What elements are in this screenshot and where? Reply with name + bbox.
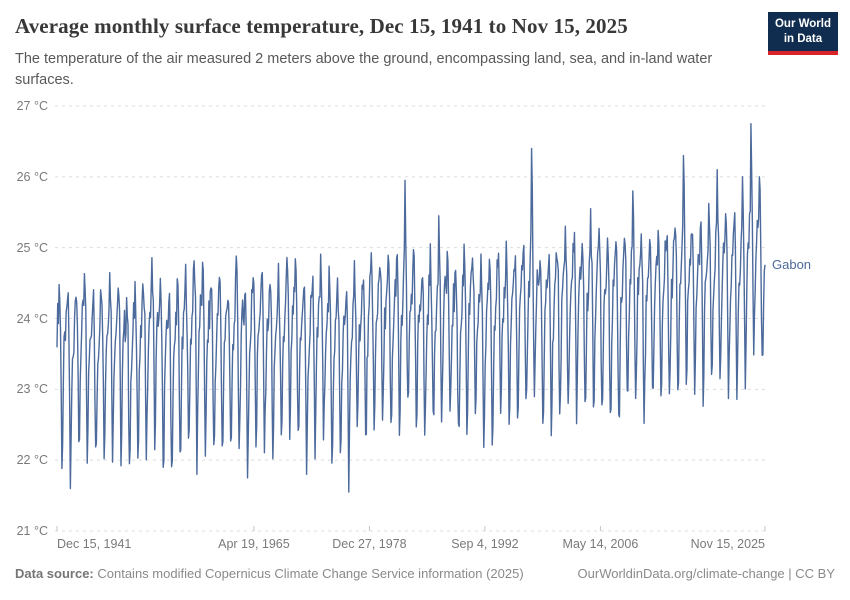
y-tick-label: 27 °C [16, 99, 48, 113]
credit-link[interactable]: OurWorldinData.org/climate-change | CC B… [577, 566, 835, 581]
data-source-label: Data source: [15, 566, 94, 581]
x-tick-label: Nov 15, 2025 [690, 537, 765, 551]
x-tick-label: Dec 27, 1978 [332, 537, 407, 551]
chart-subtitle: The temperature of the air measured 2 me… [15, 51, 713, 88]
page-title: Average monthly surface temperature, Dec… [15, 14, 628, 38]
x-tick-label: Dec 15, 1941 [57, 537, 132, 551]
y-tick-label: 21 °C [16, 524, 48, 538]
data-source-note: Data source: Contains modified Copernicu… [15, 566, 524, 581]
entity-label-gabon[interactable]: Gabon [772, 257, 812, 273]
y-tick-label: 25 °C [16, 240, 48, 255]
chart-footer: Data source: Contains modified Copernicu… [15, 566, 835, 581]
y-tick-label: 24 °C [16, 311, 48, 326]
x-tick-label: Apr 19, 1965 [218, 537, 290, 551]
x-axis-tick-marks [56, 526, 766, 531]
owid-logo-line2: in Data [783, 32, 823, 45]
y-tick-label: 26 °C [16, 169, 48, 184]
x-tick-label: Sep 4, 1992 [451, 537, 519, 551]
x-tick-label: May 14, 2006 [562, 537, 639, 551]
owid-logo[interactable]: Our World in Data [767, 12, 838, 55]
data-source-text: Contains modified Copernicus Climate Cha… [93, 566, 524, 581]
temperature-series-line[interactable] [56, 123, 766, 493]
y-tick-label: 23 °C [16, 382, 48, 397]
y-tick-label: 22 °C [16, 453, 48, 468]
owid-logo-line1: Our World [774, 18, 831, 30]
